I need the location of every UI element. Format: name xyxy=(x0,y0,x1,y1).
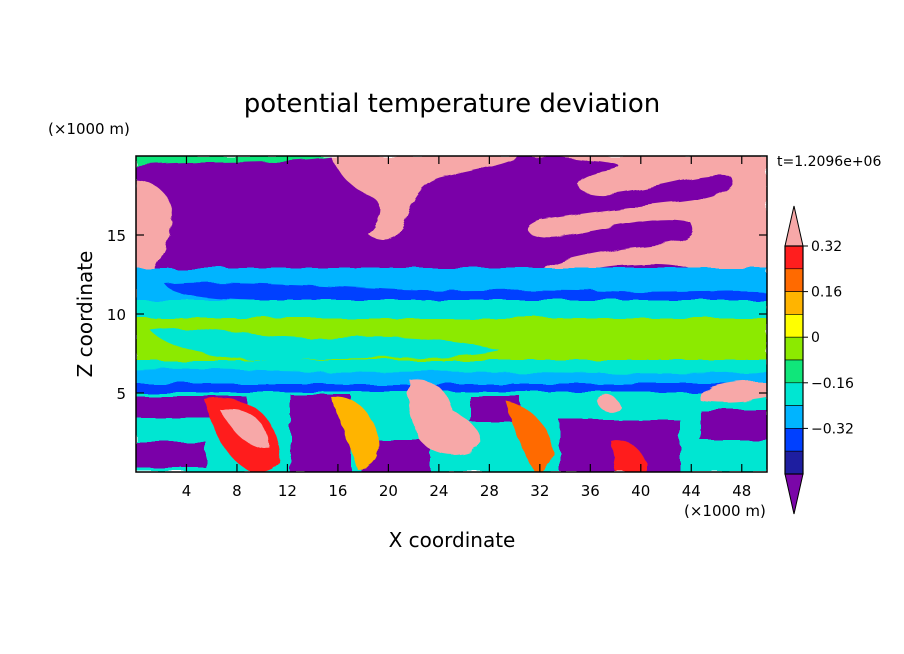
chart-title: potential temperature deviation xyxy=(244,89,660,119)
field-lower-warm-b xyxy=(330,395,379,469)
field-lower-purple-b xyxy=(136,442,206,468)
x-axis: 4 8 12 16 20 24 28 32 36 40 44 48 xyxy=(182,156,751,500)
time-label: t=1.2096e+06 xyxy=(777,154,881,170)
colorbar-bottom-arrow xyxy=(784,473,804,515)
x-tick-label: 48 xyxy=(732,482,751,500)
x-tick-label: 40 xyxy=(631,482,650,500)
field-lower-warm-f xyxy=(700,381,767,403)
colorbar-frame xyxy=(784,245,804,475)
field-band-teal xyxy=(136,300,767,323)
plot-field xyxy=(136,156,767,472)
field-lower-warm-e xyxy=(610,439,646,472)
x-tick-label: 28 xyxy=(480,482,499,500)
x-tick-label: 44 xyxy=(682,482,701,500)
colorbar-swatch xyxy=(784,450,804,475)
x-tick-label: 4 xyxy=(182,482,192,500)
colorbar-swatch xyxy=(784,336,804,361)
field-mid-cool-blob xyxy=(150,327,500,361)
x-tick-label: 16 xyxy=(328,482,347,500)
field-lower-warm-a-pink xyxy=(220,408,270,449)
y-unit-label: (×1000 m) xyxy=(48,120,130,138)
x-unit-label: (×1000 m) xyxy=(684,502,766,520)
x-tick-label: 20 xyxy=(379,482,398,500)
colorbar-swatch xyxy=(784,359,804,384)
x-tick-label: 32 xyxy=(530,482,549,500)
x-tick-label: 24 xyxy=(429,482,448,500)
colorbar-swatch xyxy=(784,405,804,429)
field-band-darkblue xyxy=(165,282,767,302)
y-axis-label: Z coordinate xyxy=(73,251,97,378)
y-axis: 5 10 15 xyxy=(107,227,767,403)
field-lower-warm-c xyxy=(408,379,480,455)
colorbar-swatch xyxy=(784,245,804,270)
y-tick-label: 10 xyxy=(107,306,126,324)
x-tick-label: 36 xyxy=(581,482,600,500)
colorbar-swatch xyxy=(784,268,804,292)
colorbar-label: 0 xyxy=(811,330,820,346)
colorbar-label: 0.16 xyxy=(811,285,842,301)
colorbar-swatch xyxy=(784,428,804,452)
colorbar-label: −0.16 xyxy=(811,376,854,392)
colorbar-swatch xyxy=(784,314,804,338)
colorbar-label: −0.32 xyxy=(811,421,854,437)
colorbar-top-arrow xyxy=(784,205,804,247)
colorbar-label: 0.32 xyxy=(811,239,842,255)
field-band-darkblue-low xyxy=(136,384,767,392)
x-tick-label: 12 xyxy=(278,482,297,500)
field-lower-warm-g xyxy=(596,395,620,412)
field-lower-purple-g xyxy=(700,410,767,440)
y-tick-label: 15 xyxy=(107,227,126,245)
field-lower-warm-d xyxy=(505,400,554,472)
x-tick-label: 8 xyxy=(232,482,242,500)
colorbar-swatch xyxy=(784,291,804,315)
field-upper-cool-band xyxy=(136,156,330,166)
field-upper-warm-mid xyxy=(330,156,520,241)
colorbar: 0.32 0.16 0 −0.16 −0.32 xyxy=(784,205,854,515)
field-upper-warm-left xyxy=(136,180,173,284)
x-axis-label: X coordinate xyxy=(389,528,516,552)
y-tick-label: 5 xyxy=(116,385,126,403)
field-upper-warm-right xyxy=(520,156,767,274)
colorbar-swatch xyxy=(784,382,804,406)
